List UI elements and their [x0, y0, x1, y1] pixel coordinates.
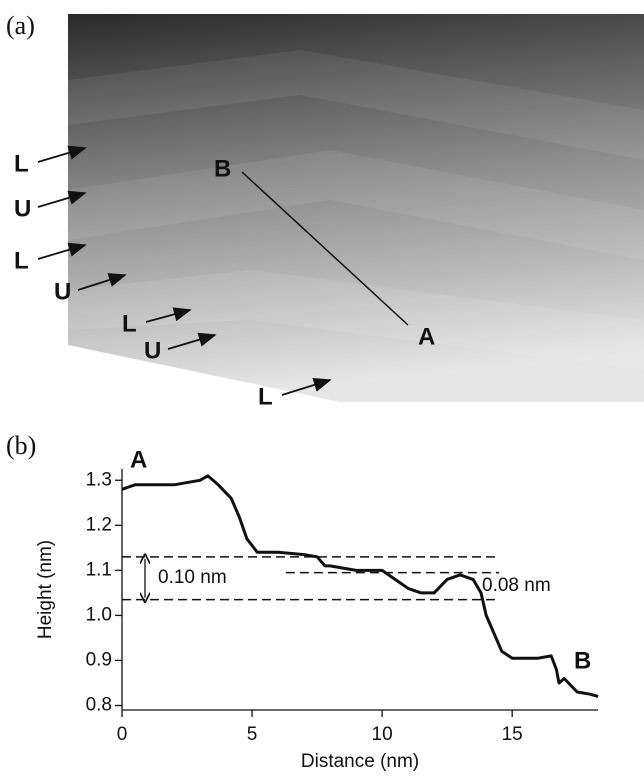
- arrow-label: U: [144, 337, 161, 364]
- arrow-label: L: [122, 310, 137, 337]
- arrow: [167, 332, 217, 350]
- arrow-label: L: [14, 247, 29, 274]
- annotation: A: [130, 446, 147, 473]
- x-tick-label: 0: [117, 724, 128, 745]
- profile-line: [121, 474, 599, 698]
- y-tick-label: 0.9: [86, 649, 112, 670]
- x-axis-title: Distance (nm): [301, 751, 419, 772]
- profile-line: [241, 171, 409, 326]
- annotation: 0.08 nm: [482, 575, 551, 596]
- arrow-label: L: [258, 383, 273, 410]
- arrow-label: L: [14, 150, 29, 177]
- arrow-label: U: [54, 278, 71, 305]
- y-tick-label: 1.0: [86, 604, 112, 625]
- annotation: B: [574, 647, 591, 674]
- y-tick-label: 0.8: [86, 695, 112, 716]
- line-end-label: B: [214, 155, 231, 182]
- arrow-label: U: [14, 195, 31, 222]
- arrow: [145, 307, 192, 323]
- arrow: [281, 377, 332, 396]
- y-axis-title: Height (nm): [35, 540, 56, 639]
- annotation: 0.10 nm: [158, 567, 227, 588]
- y-tick-label: 1.3: [86, 469, 112, 490]
- x-tick-label: 10: [372, 724, 393, 745]
- arrow: [37, 190, 87, 208]
- panel-label: (a): [6, 11, 35, 40]
- panel-label: (b): [6, 431, 36, 460]
- line-end-label: A: [418, 323, 435, 350]
- arrow: [37, 145, 87, 163]
- y-tick-label: 1.2: [86, 514, 112, 535]
- x-tick-label: 5: [247, 724, 258, 745]
- y-tick-label: 1.1: [86, 559, 112, 580]
- arrow: [77, 273, 127, 291]
- x-tick-label: 15: [502, 724, 523, 745]
- arrow: [37, 242, 87, 260]
- stm-image: [68, 14, 644, 402]
